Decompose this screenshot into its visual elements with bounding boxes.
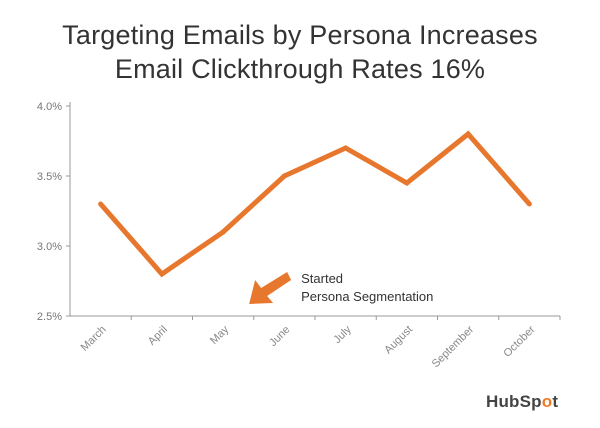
- x-tick-label: March: [79, 324, 109, 354]
- x-tick-label: October: [501, 323, 537, 359]
- data-point: [526, 201, 532, 207]
- y-tick-label: 3.5%: [37, 171, 62, 183]
- y-tick-label: 3.0%: [37, 241, 62, 253]
- annotation-line-1: Started: [301, 271, 343, 286]
- hubspot-logo: HubSpot: [486, 392, 558, 412]
- y-axis-ticks: 4.0% 3.5% 3.0% 2.5%: [37, 101, 70, 323]
- logo-text-suffix: t: [552, 392, 559, 411]
- x-tick-label: May: [208, 323, 232, 347]
- logo-sprocket-o: o: [541, 392, 553, 411]
- x-axis-ticks: March April May June July August September Octo…: [79, 316, 561, 370]
- x-tick-label: June: [267, 324, 292, 349]
- data-point: [404, 180, 410, 186]
- data-point: [343, 145, 349, 151]
- chart-title-line-2: Email Clickthrough Rates 16%: [114, 54, 486, 84]
- x-tick-label: July: [331, 323, 354, 346]
- data-point: [220, 229, 226, 235]
- logo-text-prefix: HubSp: [486, 392, 542, 411]
- data-point: [465, 131, 471, 137]
- series-group: [98, 130, 532, 278]
- data-point: [281, 173, 287, 179]
- x-tick-label: August: [382, 324, 415, 357]
- data-point: [98, 201, 104, 207]
- y-tick-label: 2.5%: [37, 311, 62, 323]
- x-tick-label: September: [430, 323, 477, 370]
- annotation-line-2: Persona Segmentation: [301, 289, 433, 304]
- x-tick-label: April: [146, 324, 170, 348]
- chart-title-line-1: Targeting Emails by Persona Increases: [62, 20, 538, 50]
- series-line: [98, 130, 532, 278]
- y-tick-label: 4.0%: [37, 101, 62, 113]
- chart-title: Targeting Emails by Persona Increases Em…: [0, 18, 600, 86]
- annotation-arrow: [249, 272, 292, 304]
- data-point: [159, 271, 165, 277]
- annotation-group: Started Persona Segmentation: [249, 271, 433, 304]
